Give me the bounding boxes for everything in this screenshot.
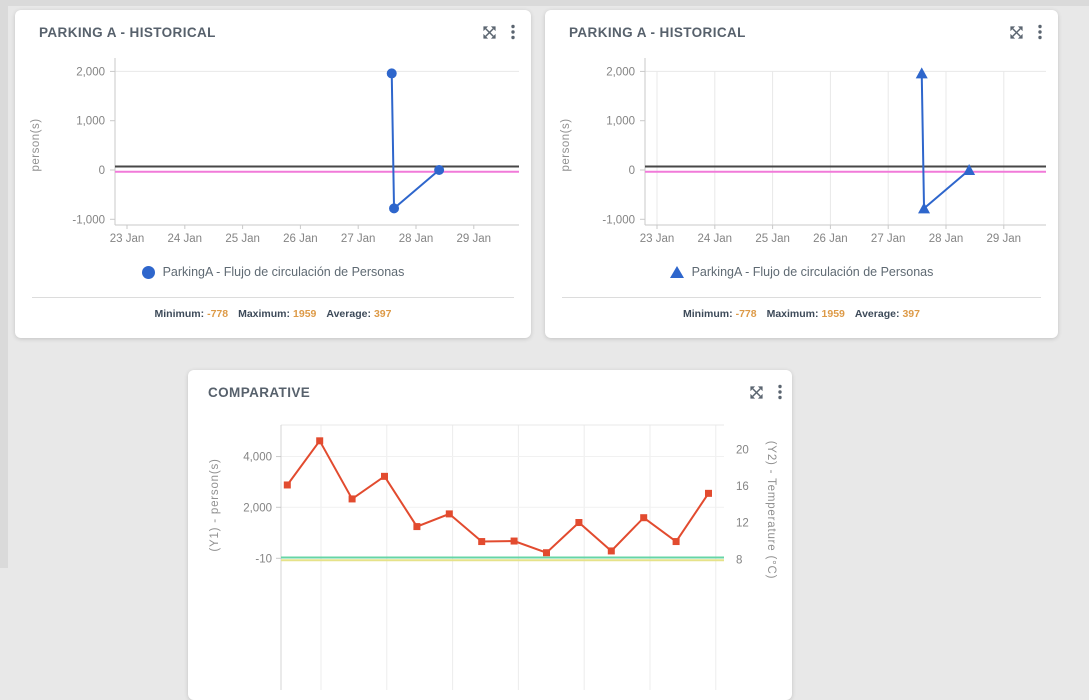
svg-text:0: 0 xyxy=(99,165,105,177)
panel-comparative: COMPARATIVE xyxy=(188,370,792,700)
panel-parking-a-historical-1: PARKING A - HISTORICAL xyxy=(15,10,531,338)
menu-dots-icon[interactable] xyxy=(1038,24,1042,40)
stat-maximum: Maximum: 1959 xyxy=(238,308,317,320)
svg-text:23 Jan: 23 Jan xyxy=(110,233,145,245)
svg-text:29 Jan: 29 Jan xyxy=(987,233,1022,245)
svg-text:person(s): person(s) xyxy=(560,118,572,171)
comparative-chart[interactable]: 4,000 2,000 -10 20 16 12 8 (Y1) - person(s) (Y2)… xyxy=(188,410,792,700)
svg-text:28 Jan: 28 Jan xyxy=(399,233,434,245)
svg-text:4,000: 4,000 xyxy=(243,452,272,464)
stat-average: Average: 397 xyxy=(854,308,920,320)
svg-text:26 Jan: 26 Jan xyxy=(813,233,848,245)
legend-label: ParkingA - Flujo de circulación de Perso… xyxy=(691,265,934,279)
stat-minimum: Minimum: -778 xyxy=(683,308,757,320)
menu-dots-icon[interactable] xyxy=(511,24,515,40)
svg-text:23 Jan: 23 Jan xyxy=(640,233,675,245)
expand-icon[interactable] xyxy=(1009,25,1024,40)
panel-parking-a-historical-2: PARKING A - HISTORICAL xyxy=(545,10,1058,338)
menu-dots-icon[interactable] xyxy=(778,384,782,400)
svg-text:12: 12 xyxy=(736,518,749,530)
panel-actions xyxy=(482,24,515,40)
svg-text:29 Jan: 29 Jan xyxy=(457,233,492,245)
stats-row: Minimum: -778 Maximum: 1959 Average: 397 xyxy=(545,308,1058,320)
panel-actions xyxy=(749,384,782,400)
svg-text:25 Jan: 25 Jan xyxy=(755,233,790,245)
svg-text:-1,000: -1,000 xyxy=(72,214,105,226)
svg-text:24 Jan: 24 Jan xyxy=(698,233,733,245)
panel-actions xyxy=(1009,24,1042,40)
svg-text:(Y2) - Temperature (°C): (Y2) - Temperature (°C) xyxy=(765,441,777,579)
svg-text:-1,000: -1,000 xyxy=(602,214,635,226)
svg-text:27 Jan: 27 Jan xyxy=(871,233,906,245)
stat-average: Average: 397 xyxy=(326,308,392,320)
panel-header: PARKING A - HISTORICAL xyxy=(545,10,1058,40)
stat-maximum: Maximum: 1959 xyxy=(766,308,845,320)
svg-text:2,000: 2,000 xyxy=(243,502,272,514)
legend-label: ParkingA - Flujo de circulación de Perso… xyxy=(162,265,405,279)
parking-historical-chart-circles[interactable]: 2,000 1,000 0 -1,000 23 Jan 24 Jan 25 Jan 26 Ja… xyxy=(15,50,531,260)
svg-text:1,000: 1,000 xyxy=(606,116,635,128)
svg-text:2,000: 2,000 xyxy=(76,66,105,78)
legend-marker-triangle-icon xyxy=(669,266,684,278)
panel-title: COMPARATIVE xyxy=(208,384,311,400)
svg-text:27 Jan: 27 Jan xyxy=(341,233,376,245)
svg-text:1,000: 1,000 xyxy=(76,116,105,128)
panel-header: COMPARATIVE xyxy=(188,370,792,400)
svg-text:8: 8 xyxy=(736,554,742,566)
parking-historical-chart-triangles[interactable]: 2,000 1,000 0 -1,000 23 Jan 24 Jan 25 Jan 26 Ja… xyxy=(545,50,1058,260)
stat-minimum: Minimum: -778 xyxy=(154,308,229,320)
svg-text:16: 16 xyxy=(736,481,749,493)
chart-legend[interactable]: ParkingA - Flujo de circulación de Perso… xyxy=(15,262,531,282)
svg-text:20: 20 xyxy=(736,444,749,456)
expand-icon[interactable] xyxy=(482,25,497,40)
chart-legend[interactable]: ParkingA - Flujo de circulación de Perso… xyxy=(545,262,1058,282)
panel-header: PARKING A - HISTORICAL xyxy=(15,10,531,40)
svg-text:28 Jan: 28 Jan xyxy=(929,233,964,245)
svg-text:-10: -10 xyxy=(255,553,272,565)
svg-text:person(s): person(s) xyxy=(30,118,42,171)
svg-text:24 Jan: 24 Jan xyxy=(168,233,203,245)
divider xyxy=(32,297,514,298)
panel-title: PARKING A - HISTORICAL xyxy=(569,24,746,40)
svg-text:0: 0 xyxy=(629,165,635,177)
divider xyxy=(562,297,1041,298)
legend-marker-circle-icon xyxy=(141,265,155,279)
svg-text:(Y1) - person(s): (Y1) - person(s) xyxy=(209,458,221,551)
expand-icon[interactable] xyxy=(749,385,764,400)
stats-row: Minimum: -778 Maximum: 1959 Average: 397 xyxy=(15,308,531,320)
svg-text:2,000: 2,000 xyxy=(606,66,635,78)
svg-text:25 Jan: 25 Jan xyxy=(225,233,260,245)
svg-text:26 Jan: 26 Jan xyxy=(283,233,318,245)
panel-title: PARKING A - HISTORICAL xyxy=(39,24,216,40)
